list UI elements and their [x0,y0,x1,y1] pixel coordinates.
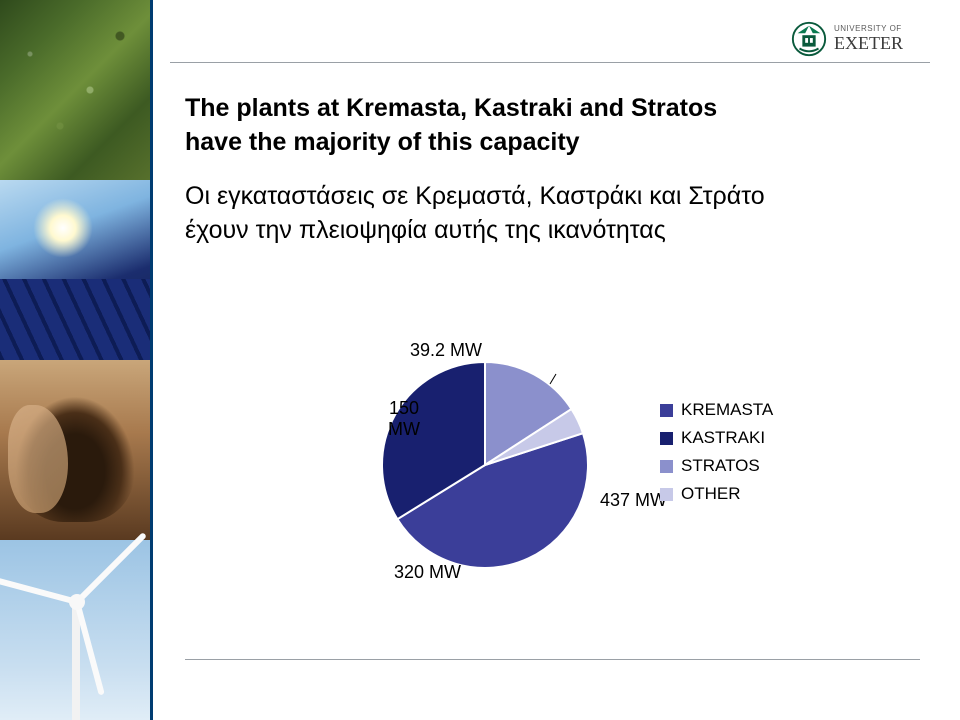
pie-svg [380,360,590,570]
legend-label: STRATOS [681,456,760,476]
legend-item-stratos: STRATOS [660,456,773,476]
slide-subtitle: Οι εγκαταστάσεις σε Κρεμαστά, Καστράκι κ… [185,180,920,248]
pie-chart: 437 MW 320 MW 150MW 39.2 MW KREMASTA KASTRAK… [310,340,870,600]
slide: UNIVERSITY OF EXETER The plants at Krema… [0,0,960,720]
logo-crest-icon [790,20,828,58]
subtitle-line-1: Οι εγκαταστάσεις σε Κρεμαστά, Καστράκι κ… [185,180,920,214]
pie-label-other: 39.2 MW [410,340,482,361]
legend-swatch-icon [660,404,673,417]
pie-label-kremasta: 437 MW [600,490,667,511]
pie-wrap [380,360,590,570]
photo-solar-panels [0,180,150,360]
left-image-strip [0,0,150,720]
photo-wind-turbine [0,540,150,720]
header-divider [170,62,930,63]
legend-swatch-icon [660,460,673,473]
vertical-accent-line [150,0,153,720]
pie-label-stratos: 150MW [388,398,420,440]
legend-swatch-icon [660,488,673,501]
legend-label: KASTRAKI [681,428,765,448]
logo-text: UNIVERSITY OF EXETER [834,25,903,54]
slide-title: The plants at Kremasta, Kastraki and Str… [185,92,920,160]
legend-item-other: OTHER [660,484,773,504]
title-line-2: have the majority of this capacity [185,126,920,160]
subtitle-line-2: έχουν την πλειοψηφία αυτής της ικανότητα… [185,214,920,248]
photo-foliage [0,0,150,180]
logo-name: EXETER [834,34,903,54]
legend-swatch-icon [660,432,673,445]
university-logo: UNIVERSITY OF EXETER [790,18,930,60]
legend-label: KREMASTA [681,400,773,420]
legend-item-kremasta: KREMASTA [660,400,773,420]
footer-divider [185,659,920,660]
legend-item-kastraki: KASTRAKI [660,428,773,448]
title-line-1: The plants at Kremasta, Kastraki and Str… [185,92,920,126]
legend-label: OTHER [681,484,741,504]
pie-label-kastraki: 320 MW [394,562,461,583]
photo-soil-hands [0,360,150,540]
pie-legend: KREMASTA KASTRAKI STRATOS OTHER [660,400,773,512]
